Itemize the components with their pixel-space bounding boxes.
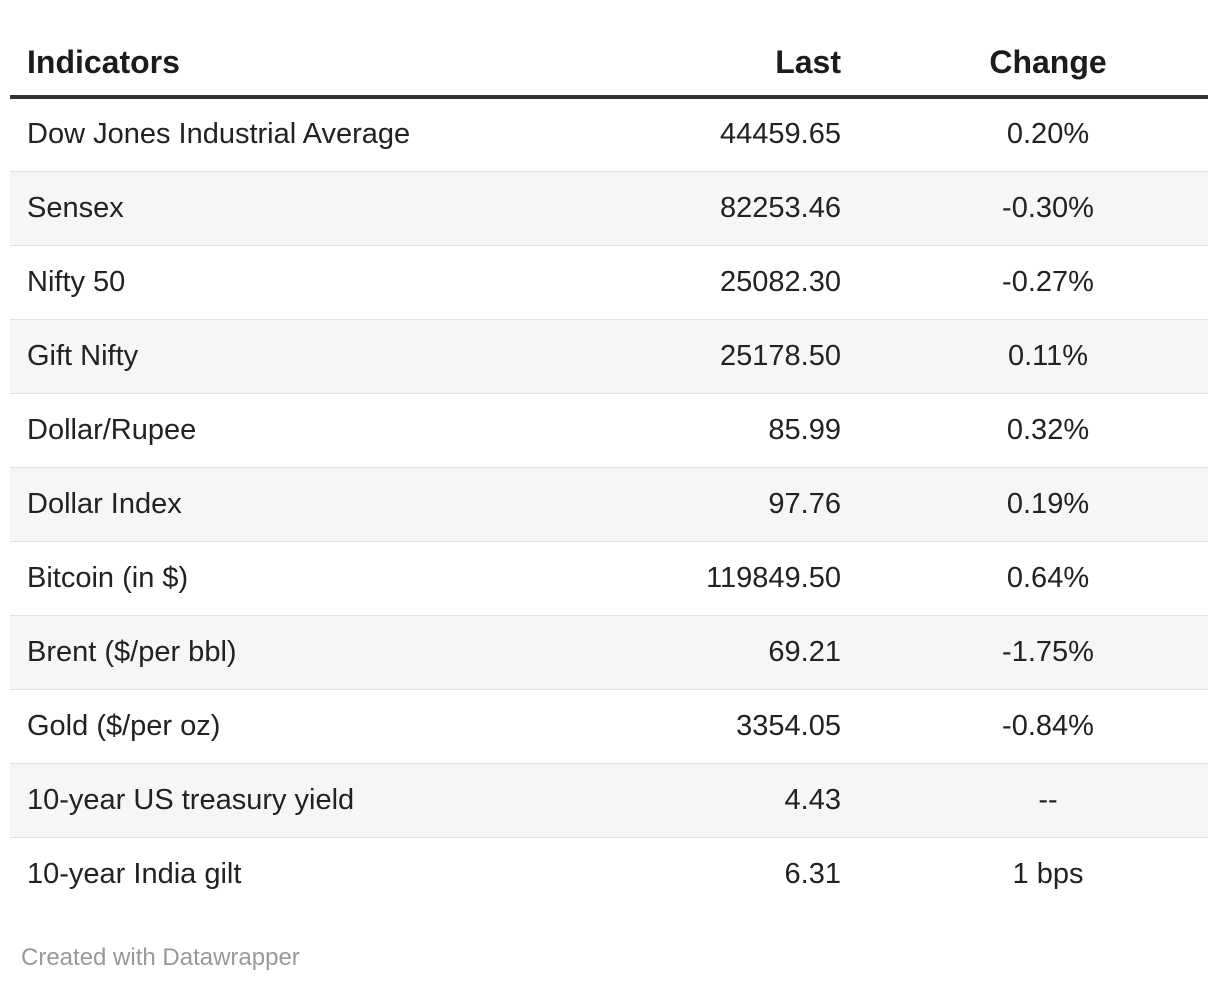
column-header-last: Last <box>638 29 888 99</box>
change-cell: -1.75% <box>1002 635 1094 668</box>
table-row: Dow Jones Industrial Average 44459.65 0.20… <box>10 97 1208 171</box>
change-cell: -- <box>1038 783 1058 816</box>
last-cell: 85.99 <box>768 413 841 446</box>
table-row: Sensex 82253.46 -0.30% <box>10 171 1208 245</box>
last-cell: 3354.05 <box>736 709 841 742</box>
indicator-cell: Dow Jones Industrial Average <box>27 118 411 151</box>
last-cell: 6.31 <box>784 857 841 890</box>
indicator-cell: Gold ($/per oz) <box>27 709 221 742</box>
last-cell: 82253.46 <box>720 191 841 224</box>
table-body: Dow Jones Industrial Average 44459.65 0.20… <box>10 97 1208 911</box>
table-row: 10-year US treasury yield 4.43 -- <box>10 763 1208 837</box>
table-row: Nifty 50 25082.30 -0.27% <box>10 245 1208 319</box>
column-header-change: Change <box>888 29 1208 99</box>
indicator-cell: 10-year US treasury yield <box>27 783 355 816</box>
indicator-cell: Gift Nifty <box>27 339 139 372</box>
change-cell: -0.84% <box>1002 709 1094 742</box>
table-row: Bitcoin (in $) 119849.50 0.64% <box>10 541 1208 615</box>
change-cell: 0.64% <box>1006 561 1090 594</box>
indicator-cell: Nifty 50 <box>27 265 126 298</box>
change-cell: 0.20% <box>1006 118 1090 151</box>
change-cell: 1 bps <box>1012 857 1084 890</box>
last-cell: 25178.50 <box>720 339 841 372</box>
indicators-chart: Indicators Last Change Dow Jones Industr… <box>10 0 1208 973</box>
table-row: Gold ($/per oz) 3354.05 -0.84% <box>10 689 1208 763</box>
indicator-cell: Bitcoin (in $) <box>27 561 189 594</box>
change-cell: -0.30% <box>1002 191 1094 224</box>
column-header-indicators: Indicators <box>10 29 638 99</box>
datawrapper-attribution-link[interactable]: Created with Datawrapper <box>21 944 300 971</box>
last-cell: 44459.65 <box>720 118 841 151</box>
indicator-cell: 10-year India gilt <box>27 857 242 890</box>
last-cell: 97.76 <box>768 487 841 520</box>
table-row: Gift Nifty 25178.50 0.11% <box>10 319 1208 393</box>
indicator-cell: Sensex <box>27 191 124 224</box>
last-cell: 25082.30 <box>720 265 841 298</box>
indicator-cell: Brent ($/per bbl) <box>27 635 237 668</box>
table-row: 10-year India gilt 6.31 1 bps <box>10 837 1208 911</box>
change-cell: 0.32% <box>1006 413 1090 446</box>
table-row: Dollar Index 97.76 0.19% <box>10 467 1208 541</box>
attribution-footer: Created with Datawrapper <box>21 943 1208 973</box>
change-cell: 0.11% <box>1007 339 1089 372</box>
change-cell: -0.27% <box>1002 265 1094 298</box>
last-cell: 69.21 <box>768 635 841 668</box>
indicator-cell: Dollar/Rupee <box>27 413 197 446</box>
last-cell: 4.43 <box>784 783 841 816</box>
change-cell: 0.19% <box>1006 487 1090 520</box>
table-header-row: Indicators Last Change <box>10 29 1208 99</box>
last-cell: 119849.50 <box>706 561 841 594</box>
table-row: Brent ($/per bbl) 69.21 -1.75% <box>10 615 1208 689</box>
indicators-table: Indicators Last Change Dow Jones Industr… <box>10 29 1208 911</box>
indicator-cell: Dollar Index <box>27 487 182 520</box>
table-row: Dollar/Rupee 85.99 0.32% <box>10 393 1208 467</box>
